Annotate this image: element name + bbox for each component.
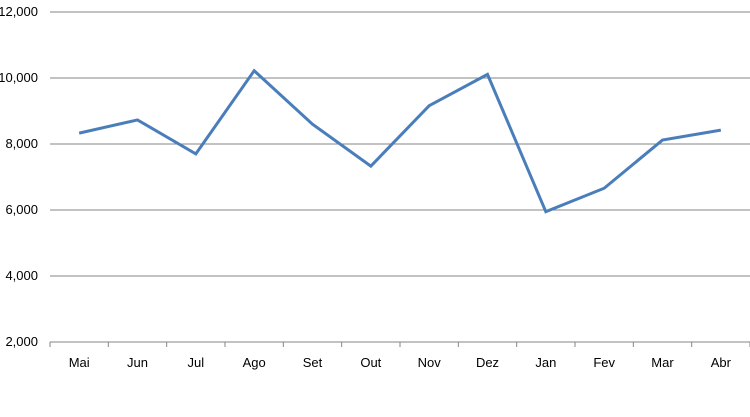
y-tick-label: 6,000 bbox=[5, 202, 38, 217]
x-tick-label: Jul bbox=[188, 355, 205, 370]
x-tick-label: Set bbox=[303, 355, 323, 370]
x-tick-label: Mar bbox=[651, 355, 674, 370]
x-tick-label: Mai bbox=[69, 355, 90, 370]
y-tick-label: 2,000 bbox=[5, 334, 38, 349]
y-tick-label: 12,000 bbox=[0, 4, 38, 19]
x-tick-label: Out bbox=[360, 355, 381, 370]
x-tick-label: Jun bbox=[127, 355, 148, 370]
x-tick-label: Ago bbox=[243, 355, 266, 370]
y-tick-label: 10,000 bbox=[0, 70, 38, 85]
y-tick-label: 4,000 bbox=[5, 268, 38, 283]
y-tick-label: 8,000 bbox=[5, 136, 38, 151]
x-tick-label: Jan bbox=[535, 355, 556, 370]
x-tick-label: Dez bbox=[476, 355, 499, 370]
x-tick-label: Nov bbox=[418, 355, 442, 370]
x-tick-label: Fev bbox=[593, 355, 615, 370]
series-line bbox=[79, 71, 721, 212]
x-tick-label: Abr bbox=[711, 355, 732, 370]
